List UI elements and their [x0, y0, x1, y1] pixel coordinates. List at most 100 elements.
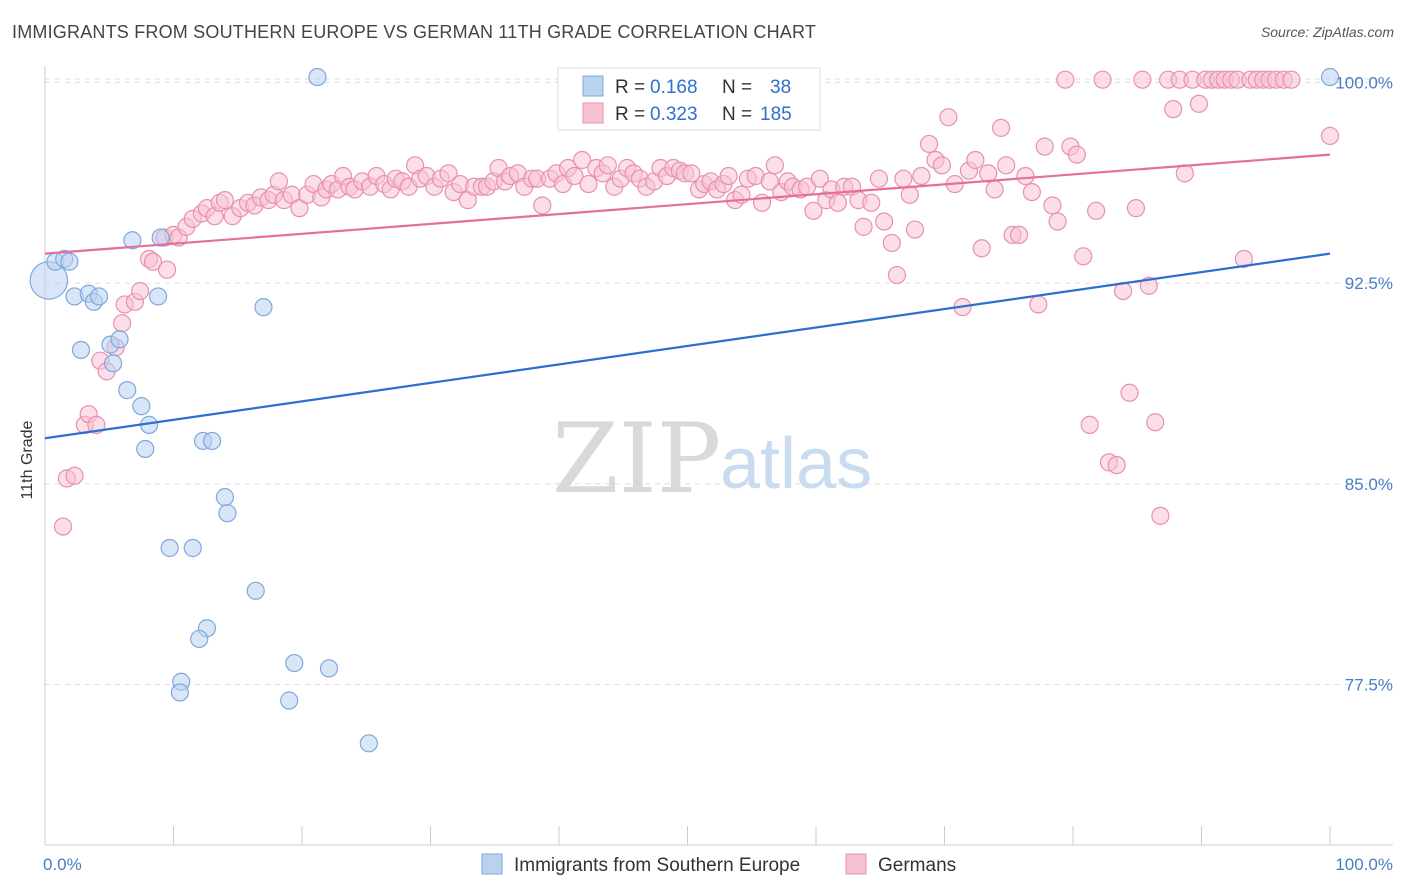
legend-n-label: N = — [722, 77, 752, 98]
watermark: ZIP atlas — [552, 403, 872, 515]
data-point — [254, 298, 273, 317]
bottom-legend: Immigrants from Southern Europe Germans — [481, 853, 956, 876]
data-point — [218, 504, 237, 523]
data-point — [143, 252, 163, 271]
watermark-atlas: atlas — [720, 424, 872, 504]
y-axis-title: 11th Grade — [19, 420, 36, 499]
data-point — [900, 185, 919, 204]
data-point — [939, 108, 958, 127]
data-point — [1164, 100, 1183, 119]
trend-line — [44, 153, 1331, 255]
legend-r-label: R = — [615, 104, 645, 125]
data-point — [118, 381, 137, 400]
data-point — [148, 287, 168, 306]
data-point — [1048, 212, 1067, 231]
data-point — [887, 265, 907, 285]
bottom-legend-swatch-blue — [481, 853, 503, 875]
data-point — [359, 734, 378, 753]
data-point — [882, 233, 901, 253]
data-point — [972, 239, 991, 258]
data-point — [1043, 196, 1062, 215]
data-point — [573, 150, 592, 170]
data-point — [1022, 182, 1041, 202]
data-point — [869, 169, 889, 188]
bottom-legend-swatch-pink — [845, 853, 867, 875]
data-point — [1107, 455, 1126, 475]
y-tick-label: 77.5% — [1345, 675, 1393, 694]
data-point — [1175, 164, 1194, 183]
data-point — [1074, 247, 1093, 266]
data-point — [269, 172, 288, 191]
data-point — [160, 538, 179, 558]
source-credit: Source: ZipAtlas.com — [1260, 24, 1394, 40]
data-point — [1087, 201, 1106, 220]
data-point — [682, 164, 701, 183]
data-point — [104, 354, 123, 373]
data-point — [1080, 415, 1099, 434]
data-point — [1189, 94, 1209, 113]
data-point — [308, 67, 327, 87]
legend-r-value: 0.168 — [650, 77, 698, 98]
data-point — [112, 314, 132, 333]
y-tick-label: 100.0% — [1335, 73, 1393, 92]
data-point — [1067, 145, 1086, 164]
data-point — [1035, 137, 1054, 156]
data-point — [246, 581, 265, 600]
data-point — [804, 201, 823, 220]
series-immigrants — [29, 67, 1340, 753]
legend-n-value: 38 — [770, 77, 791, 98]
data-point — [285, 653, 304, 673]
axes — [44, 66, 1393, 846]
data-point — [136, 439, 155, 459]
data-point — [1133, 70, 1152, 89]
data-point — [280, 691, 299, 710]
data-point — [966, 150, 985, 170]
x-tick-label-min: 0.0% — [43, 855, 82, 874]
data-point — [290, 199, 309, 218]
data-point — [579, 174, 598, 194]
legend-r-label: R = — [615, 77, 645, 98]
data-point — [810, 169, 829, 188]
y-tick-label: 85.0% — [1345, 475, 1393, 494]
data-point — [123, 231, 142, 250]
data-point — [719, 166, 738, 186]
data-point — [89, 287, 109, 306]
data-point — [65, 466, 84, 485]
data-point — [1016, 166, 1035, 186]
data-point — [202, 431, 222, 451]
legend-swatch-pink — [582, 102, 604, 124]
data-point — [932, 156, 952, 175]
data-point — [87, 415, 106, 434]
data-point — [71, 340, 91, 360]
data-point — [53, 517, 73, 536]
data-point — [912, 166, 931, 186]
data-point — [319, 659, 339, 678]
x-tick-label-max: 100.0% — [1335, 855, 1393, 874]
data-point — [183, 538, 202, 558]
data-point — [1093, 70, 1112, 89]
data-point — [1146, 413, 1165, 432]
data-point — [1009, 225, 1029, 245]
data-point — [190, 629, 209, 649]
data-point — [533, 196, 552, 215]
bottom-legend-label-germans: Germans — [878, 855, 956, 876]
data-point — [565, 166, 584, 186]
data-point — [157, 260, 177, 279]
bottom-legend-label-immigrants: Immigrants from Southern Europe — [514, 855, 800, 876]
legend-n-label: N = — [722, 104, 752, 125]
data-point — [132, 397, 151, 416]
data-point — [894, 169, 913, 188]
data-point — [1282, 70, 1301, 89]
y-tick-labels: 77.5% 85.0% 92.5% 100.0% — [1335, 73, 1393, 694]
data-point — [991, 118, 1011, 137]
legend-box: R = 0.168 N = 38 R = 0.323 N = 185 — [557, 67, 821, 131]
legend-swatch-blue — [582, 75, 604, 97]
legend-n-value: 185 — [760, 104, 792, 125]
data-point — [598, 156, 617, 175]
data-point — [130, 281, 150, 301]
data-point — [828, 193, 847, 212]
data-point — [919, 134, 939, 154]
data-point — [760, 172, 779, 191]
data-point — [1029, 295, 1048, 314]
